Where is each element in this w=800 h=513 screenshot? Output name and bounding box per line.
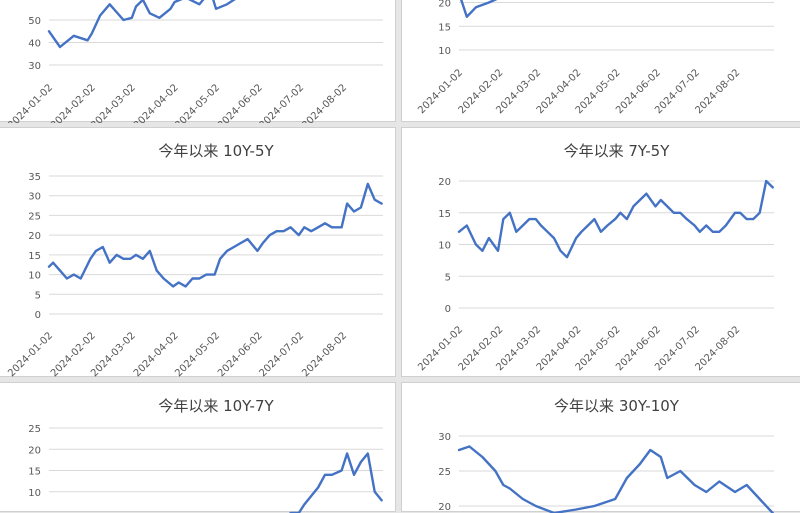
y-tick-label: 30	[28, 61, 41, 72]
chart-panel-30y-10y: 今年以来 30Y-10Y 20 25 30	[401, 382, 800, 512]
x-tick-label: 2024-07-02	[257, 82, 306, 123]
x-tick-label: 2024-08-02	[300, 82, 349, 123]
y-tick-label: 15	[28, 467, 41, 478]
y-tick-label: 25	[28, 211, 41, 222]
y-tick-label: 50	[28, 16, 41, 27]
y-tick-label: 30	[438, 432, 451, 443]
y-tick-label: 0	[445, 304, 451, 315]
y-tick-label: 20	[28, 231, 41, 242]
chart-title: 今年以来 10Y-5Y	[158, 142, 274, 160]
y-tick-label: 20	[438, 177, 451, 188]
x-tick-label: 2024-06-02	[216, 82, 265, 123]
y-tick-label: 20	[438, 502, 451, 513]
y-tick-label: 25	[438, 467, 451, 478]
y-tick-label: 10	[28, 271, 41, 282]
series-line	[459, 181, 773, 257]
line-chart: 1015202024-01-022024-02-022024-03-022024…	[402, 0, 800, 123]
chart-title: 今年以来 7Y-5Y	[564, 142, 671, 160]
y-tick-label: 15	[28, 251, 41, 262]
line-chart: 今年以来 10Y-7Y 10 15 20 25	[0, 383, 397, 513]
y-tick-label: 5	[35, 290, 41, 301]
series-line	[49, 0, 241, 47]
line-chart: 3040502024-01-022024-02-022024-03-022024…	[0, 0, 397, 123]
y-tick-label: 15	[438, 22, 451, 33]
y-tick-label: 15	[438, 209, 451, 220]
y-tick-label: 5	[445, 272, 451, 283]
y-tick-label: 25	[28, 424, 41, 435]
chart-panel-10y-7y: 今年以来 10Y-7Y 10 15 20 25	[0, 382, 396, 512]
y-tick-label: 20	[28, 445, 41, 456]
x-tick-label: 2024-05-02	[173, 82, 222, 123]
series-line	[459, 447, 773, 513]
x-tick-label: 2024-05-02	[173, 330, 222, 378]
y-tick-label: 20	[438, 0, 451, 10]
x-tick-label: 2024-03-02	[89, 82, 138, 123]
x-tick-label: 2024-02-02	[49, 82, 98, 123]
y-tick-label: 10	[438, 241, 451, 252]
x-tick-label: 2024-04-02	[132, 82, 181, 123]
chart-title: 今年以来 10Y-7Y	[158, 397, 274, 415]
y-tick-label: 0	[35, 310, 41, 321]
line-chart: 今年以来 30Y-10Y 20 25 30	[402, 383, 800, 513]
chart-panel-10y-5y: 今年以来 10Y-5Y 0 5 10 15 20 25 30 35 2024-01-02 2024-…	[0, 127, 396, 377]
y-tick-label: 10	[28, 488, 41, 499]
x-tick-label: 2024-01-02	[6, 330, 55, 378]
x-tick-label: 2024-01-02	[6, 82, 55, 123]
chart-title: 今年以来 30Y-10Y	[554, 397, 680, 415]
x-tick-label: 2024-07-02	[257, 330, 306, 378]
line-chart: 今年以来 10Y-5Y 0 5 10 15 20 25 30 35 2024-01-02 2024-…	[0, 128, 397, 378]
y-tick-label: 35	[28, 172, 41, 183]
x-tick-label: 2024-08-02	[300, 330, 349, 378]
y-tick-label: 30	[28, 192, 41, 203]
y-tick-label: 10	[438, 46, 451, 57]
y-tick-label: 40	[28, 39, 41, 50]
line-chart: 今年以来 7Y-5Y051015202024-01-022024-02-0220…	[402, 128, 800, 378]
series-line	[291, 454, 382, 513]
